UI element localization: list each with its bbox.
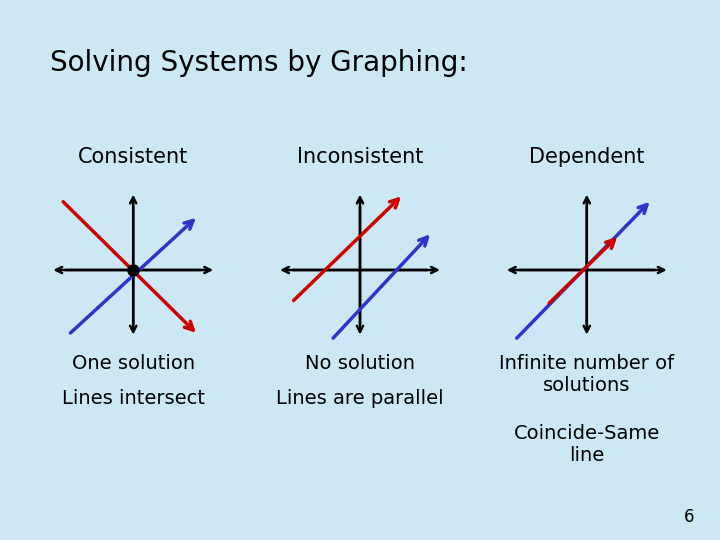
Text: Lines intersect: Lines intersect <box>62 389 204 408</box>
Text: Coincide-Same
line: Coincide-Same line <box>513 424 660 465</box>
Text: Lines are parallel: Lines are parallel <box>276 389 444 408</box>
Text: Inconsistent: Inconsistent <box>297 147 423 167</box>
Text: Solving Systems by Graphing:: Solving Systems by Graphing: <box>50 49 468 77</box>
Text: Dependent: Dependent <box>529 147 644 167</box>
Text: Consistent: Consistent <box>78 147 189 167</box>
Text: 6: 6 <box>684 509 695 526</box>
Text: One solution: One solution <box>71 354 195 373</box>
Text: No solution: No solution <box>305 354 415 373</box>
Text: Infinite number of
solutions: Infinite number of solutions <box>499 354 675 395</box>
